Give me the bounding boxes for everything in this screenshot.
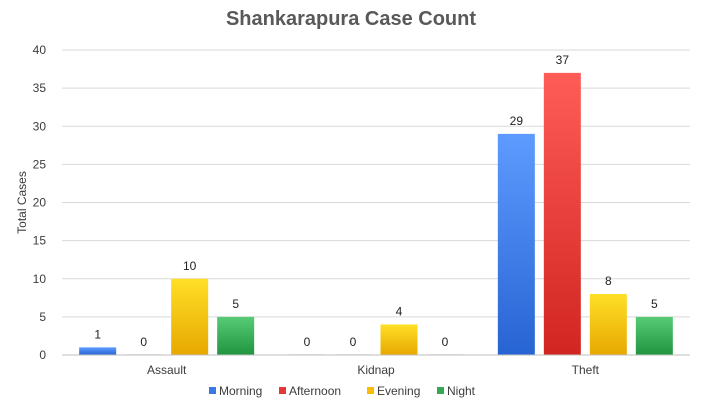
- legend-swatch: [279, 387, 286, 394]
- y-tick-label: 5: [39, 310, 46, 324]
- legend-label: Night: [447, 384, 476, 398]
- y-tick-label: 25: [33, 157, 47, 171]
- chart-title: Shankarapura Case Count: [225, 8, 477, 30]
- y-tick-label: 40: [33, 43, 47, 57]
- bar: [380, 324, 418, 355]
- legend-swatch: [437, 387, 444, 394]
- data-label: 5: [232, 297, 239, 311]
- bar: [635, 316, 673, 355]
- x-tick-label: Kidnap: [357, 363, 395, 377]
- data-label: 4: [396, 305, 403, 319]
- data-label: 10: [183, 259, 197, 273]
- data-label: 8: [605, 274, 612, 288]
- y-axis-label: Total Cases: [15, 171, 29, 234]
- data-label: 0: [140, 335, 147, 349]
- data-label: 29: [510, 114, 524, 128]
- bar: [217, 316, 255, 355]
- legend-swatch: [367, 387, 374, 394]
- bar: [79, 347, 117, 355]
- bar: [543, 72, 581, 355]
- bar: [171, 278, 209, 355]
- y-tick-label: 0: [39, 348, 46, 362]
- y-tick-label: 35: [33, 81, 47, 95]
- x-tick-label: Theft: [572, 363, 600, 377]
- legend-label: Evening: [377, 384, 420, 398]
- data-label: 37: [556, 53, 570, 67]
- bar: [589, 294, 627, 355]
- y-tick-label: 10: [33, 272, 47, 286]
- legend-label: Morning: [219, 384, 262, 398]
- y-tick-label: 20: [33, 196, 47, 210]
- data-label: 1: [94, 327, 101, 341]
- legend-label: Afternoon: [289, 384, 341, 398]
- legend-swatch: [209, 387, 216, 394]
- data-label: 0: [304, 335, 311, 349]
- data-label: 5: [651, 297, 658, 311]
- x-tick-label: Assault: [147, 363, 187, 377]
- data-label: 0: [442, 335, 449, 349]
- y-tick-label: 30: [33, 119, 47, 133]
- y-tick-label: 15: [33, 234, 47, 248]
- data-label: 0: [350, 335, 357, 349]
- bar: [497, 133, 535, 355]
